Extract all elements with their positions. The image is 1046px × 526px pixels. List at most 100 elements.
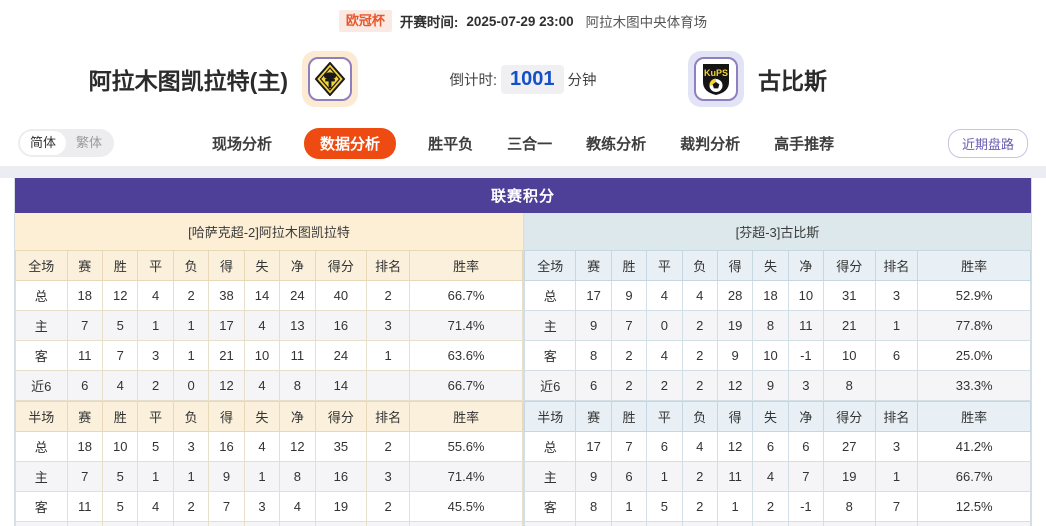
row-label: 客	[15, 340, 68, 371]
away-standings-pane: [芬超-3]古比斯 全场赛胜平负得失净得分 排名 胜率 总 17 9 4 4 28 18 10 31…	[523, 213, 1031, 526]
cell-5: 14	[243, 280, 281, 311]
table-row: 客 11 7 3 1 21 10 11 24 1 63.6%	[15, 340, 523, 371]
away-team-name: 古比斯	[758, 68, 827, 94]
cell-6: -1	[787, 491, 825, 522]
column-header-3: 平	[646, 401, 683, 432]
cell-2: 5	[137, 431, 174, 462]
cell-9: 77.8%	[917, 310, 1031, 341]
row-label: 客	[523, 340, 577, 371]
cell-9: 33.3%	[917, 370, 1031, 401]
cell-4: 17	[208, 310, 245, 341]
cell-1: 4	[101, 521, 139, 526]
cell-8: 1	[874, 461, 919, 492]
cell-7: 8	[823, 491, 876, 522]
column-header-10: 胜率	[409, 250, 523, 281]
away-team-block[interactable]: KuPS 古比斯	[688, 51, 1018, 107]
cell-9: 66.7%	[917, 461, 1031, 492]
row-label: 总	[523, 280, 577, 311]
cell-5: 4	[752, 461, 789, 492]
table-header-row: 全场赛胜平负得失净得分 排名 胜率	[15, 250, 523, 281]
league-standings-card: 联赛积分 [哈萨克超-2]阿拉木图凯拉特 全场赛胜平负得失净得分 排名 胜率 总 18…	[14, 178, 1032, 526]
table-row: 主 9 6 1 2 11 4 7 19 1 66.7%	[523, 461, 1031, 492]
cell-4: 7	[208, 491, 245, 522]
column-header-5: 得	[716, 401, 754, 432]
tab-coach-analysis[interactable]: 教练分析	[586, 135, 647, 153]
row-label: 近6	[523, 521, 577, 526]
cell-7: 16	[314, 310, 368, 341]
cell-2: 1	[137, 521, 174, 526]
table-header-row: 全场赛胜平负得失净得分 排名 胜率	[523, 250, 1031, 281]
away-half-table: 半场赛胜平负得失净得分 排名 胜率 总 17 7 6 4 12 6 6 27 3 41.2% 主 9 6 1 2 1…	[523, 401, 1031, 526]
countdown-value: 1001	[501, 64, 564, 94]
cell-2: 5	[646, 491, 683, 522]
table-row: 客 11 5 4 2 7 3 4 19 2 45.5%	[15, 491, 523, 522]
table-row: 客 8 1 5 2 1 2 -1 8 7 12.5%	[523, 491, 1031, 522]
cell-5: 4	[752, 521, 789, 526]
cell-4: 12	[716, 431, 754, 462]
cell-9: 71.4%	[409, 310, 523, 341]
cell-4: 11	[716, 461, 754, 492]
cell-1: 9	[610, 280, 648, 311]
cell-4: 6	[208, 521, 245, 526]
cell-5: 10	[752, 340, 789, 371]
countdown-unit: 分钟	[567, 72, 597, 89]
cell-3: 2	[172, 280, 210, 311]
away-team-logo-frame: KuPS	[688, 51, 744, 107]
column-header-6: 失	[243, 401, 281, 432]
tab-win-draw-loss[interactable]: 胜平负	[428, 135, 474, 153]
tab-expert-picks[interactable]: 高手推荐	[774, 135, 835, 153]
column-header-2: 胜	[101, 250, 139, 281]
cell-1: 2	[610, 340, 648, 371]
recent-odds-button[interactable]: 近期盘路	[947, 128, 1028, 158]
cell-0: 11	[66, 491, 104, 522]
column-header-1: 赛	[575, 250, 612, 281]
countdown-block: 倒计时: 1001 分钟	[358, 64, 688, 94]
home-half-table: 半场赛胜平负得失净得分 排名 胜率 总 18 10 5 3 16 4 12 35 2 55.6% 主 7 5 1…	[15, 401, 523, 526]
cell-1: 5	[101, 461, 139, 492]
column-header-0: 半场	[523, 401, 577, 432]
table-row: 主 9 7 0 2 19 8 11 21 1 77.8%	[523, 310, 1031, 341]
home-team-block[interactable]: 阿拉木图凯拉特(主)	[28, 51, 358, 107]
cell-7: 14	[314, 370, 368, 401]
column-header-1: 赛	[66, 250, 104, 281]
home-team-name: 阿拉木图凯拉特(主)	[88, 68, 288, 94]
language-toggle[interactable]: 简体 繁体	[18, 128, 115, 158]
cell-8: 3	[874, 280, 919, 311]
cell-7: 27	[823, 431, 876, 462]
cell-7: 10	[823, 340, 876, 371]
column-header-2: 胜	[610, 250, 648, 281]
row-label: 总	[15, 280, 68, 311]
cell-1: 5	[101, 310, 139, 341]
tab-three-in-one[interactable]: 三合一	[507, 135, 553, 153]
cell-7: 13	[314, 521, 368, 526]
lang-option-traditional[interactable]: 繁体	[76, 134, 103, 150]
cell-9: 12.5%	[917, 491, 1031, 522]
column-header-5: 得	[716, 250, 754, 281]
tab-live-analysis[interactable]: 现场分析	[212, 135, 273, 153]
cell-0: 9	[575, 310, 612, 341]
venue-name: 阿拉木图中央体育场	[585, 15, 708, 30]
lang-option-simplified[interactable]: 简体	[20, 130, 67, 156]
cell-7: 21	[823, 310, 876, 341]
row-label: 客	[15, 491, 68, 522]
cell-0: 6	[575, 521, 612, 526]
column-header-0: 全场	[15, 250, 68, 281]
cell-3: 2	[681, 310, 718, 341]
cell-5: 8	[752, 310, 789, 341]
cell-2: 2	[646, 521, 683, 526]
cell-9: 45.5%	[409, 491, 523, 522]
cell-4: 9	[208, 461, 245, 492]
column-header-3: 平	[646, 250, 683, 281]
cell-1: 7	[610, 310, 648, 341]
cell-1: 7	[610, 431, 648, 462]
cell-6: 12	[279, 431, 316, 462]
cell-6: 1	[787, 521, 825, 526]
column-header-8: 得分	[823, 401, 876, 432]
cell-7: 24	[314, 340, 368, 371]
table-header-row: 半场赛胜平负得失净得分 排名 胜率	[523, 401, 1031, 432]
cell-3: 2	[681, 340, 718, 371]
tab-data-analysis[interactable]: 数据分析	[304, 127, 397, 159]
tab-referee-analysis[interactable]: 裁判分析	[680, 135, 741, 153]
cell-3: 2	[681, 461, 718, 492]
column-header-5: 得	[208, 401, 245, 432]
